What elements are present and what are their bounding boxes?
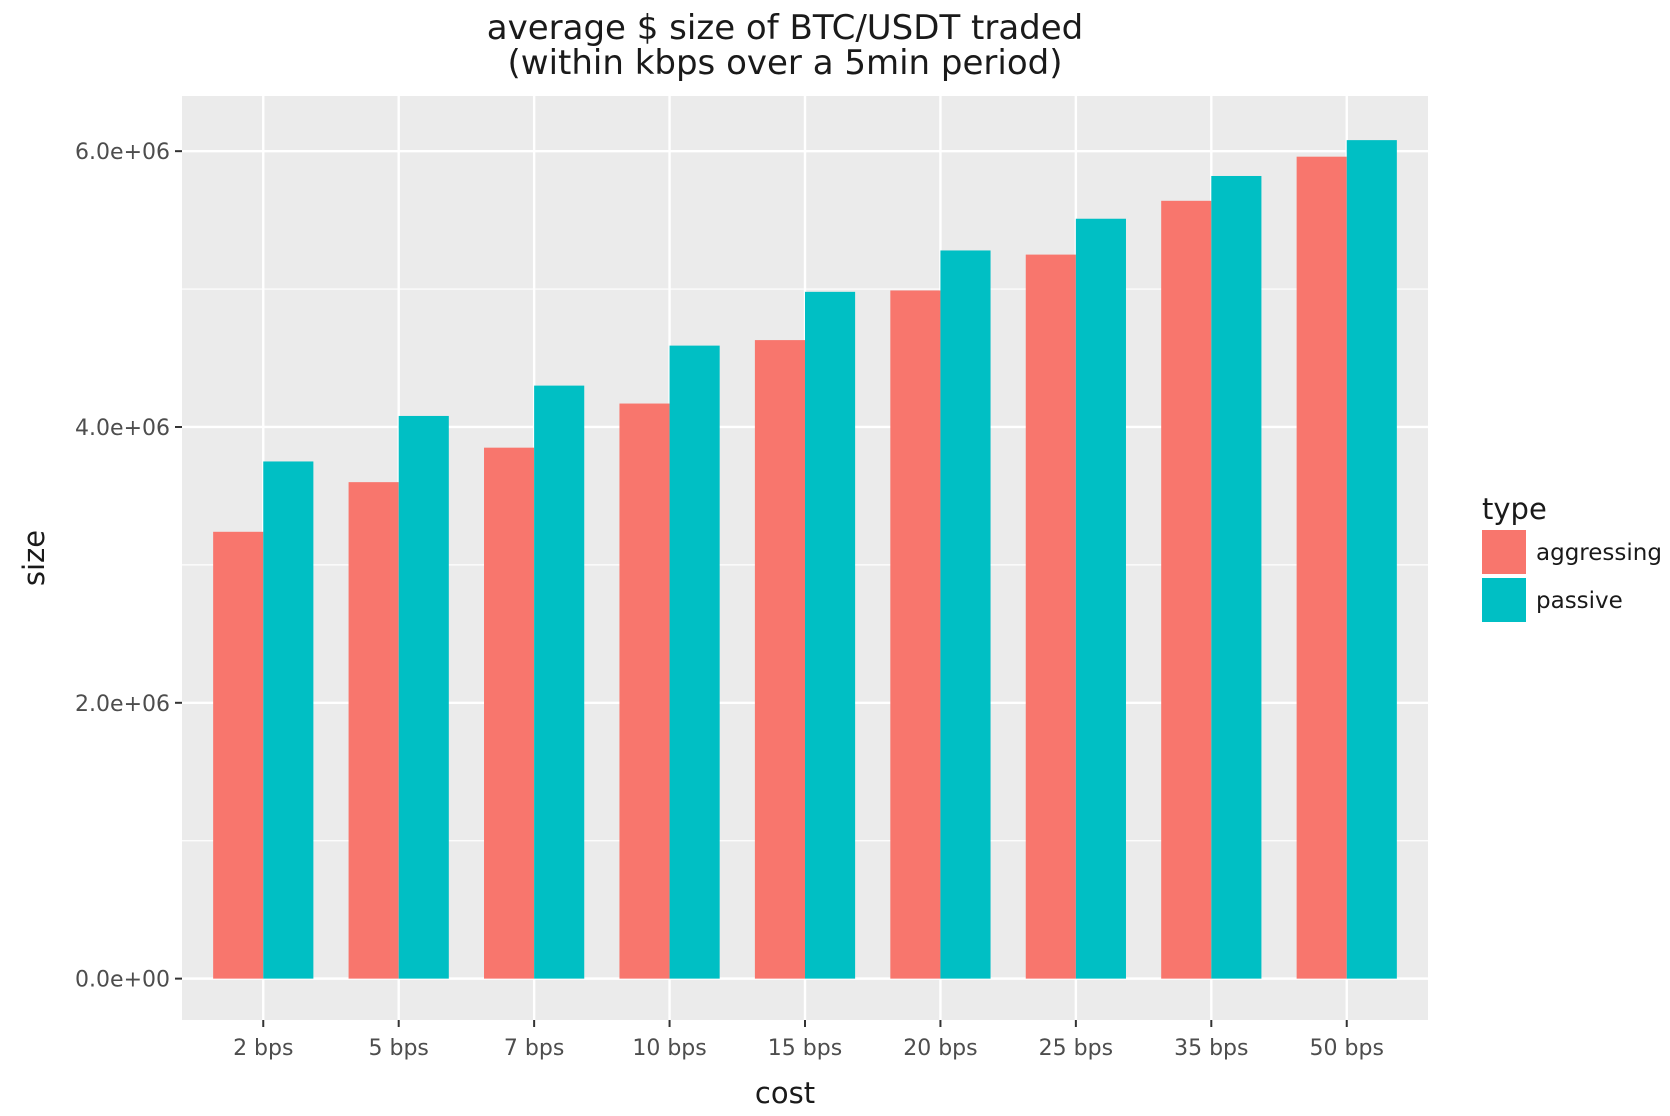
bar-aggressing [213, 531, 264, 979]
bar-aggressing [619, 403, 670, 979]
bar-passive [1346, 140, 1397, 979]
x-tick-label: 2 bps [233, 1036, 293, 1061]
chart-subtitle: (within kbps over a 5min period) [508, 43, 1063, 83]
legend: type aggressing passive [1482, 492, 1662, 622]
bar-passive [1075, 218, 1126, 979]
bar-aggressing [1296, 156, 1347, 979]
x-tick-label: 15 bps [768, 1036, 842, 1061]
chart-title: average $ size of BTC/USDT traded [487, 8, 1084, 48]
bar-passive [940, 250, 991, 979]
bar-aggressing [890, 290, 941, 979]
bar-passive [1211, 175, 1262, 979]
x-tick-label: 50 bps [1310, 1036, 1384, 1061]
bar-passive [805, 291, 856, 979]
x-tick-label: 7 bps [504, 1036, 564, 1061]
legend-swatch-aggressing [1482, 530, 1526, 574]
x-axis-title: cost [755, 1076, 815, 1110]
y-axis: 0.0e+00 2.0e+06 4.0e+06 6.0e+06 [75, 140, 182, 993]
bar-aggressing [1161, 200, 1212, 979]
bar-aggressing [754, 340, 805, 979]
legend-label-passive: passive [1536, 588, 1623, 614]
y-axis-title: size [17, 530, 51, 586]
bar-aggressing [484, 447, 535, 979]
x-tick-label: 20 bps [903, 1036, 977, 1061]
bars [213, 140, 1397, 979]
x-tick-label: 10 bps [632, 1036, 706, 1061]
bar-passive [669, 345, 720, 979]
legend-label-aggressing: aggressing [1536, 540, 1662, 566]
legend-title: type [1482, 492, 1547, 526]
bar-aggressing [348, 482, 399, 979]
y-tick-label: 4.0e+06 [75, 416, 170, 441]
bar-passive [398, 415, 449, 979]
x-tick-label: 35 bps [1174, 1036, 1248, 1061]
y-tick-label: 0.0e+00 [75, 968, 170, 993]
x-axis: 2 bps 5 bps 7 bps 10 bps 15 bps 20 bps 25 bps 3… [233, 1020, 1384, 1061]
y-tick-label: 2.0e+06 [75, 692, 170, 717]
legend-items: aggressing passive [1482, 530, 1662, 622]
legend-swatch-passive [1482, 578, 1526, 622]
bar-passive [534, 385, 585, 979]
y-tick-label: 6.0e+06 [75, 140, 170, 165]
bar-passive [263, 461, 314, 979]
bar-aggressing [1025, 254, 1076, 979]
x-tick-label: 25 bps [1039, 1036, 1113, 1061]
x-tick-label: 5 bps [369, 1036, 429, 1061]
